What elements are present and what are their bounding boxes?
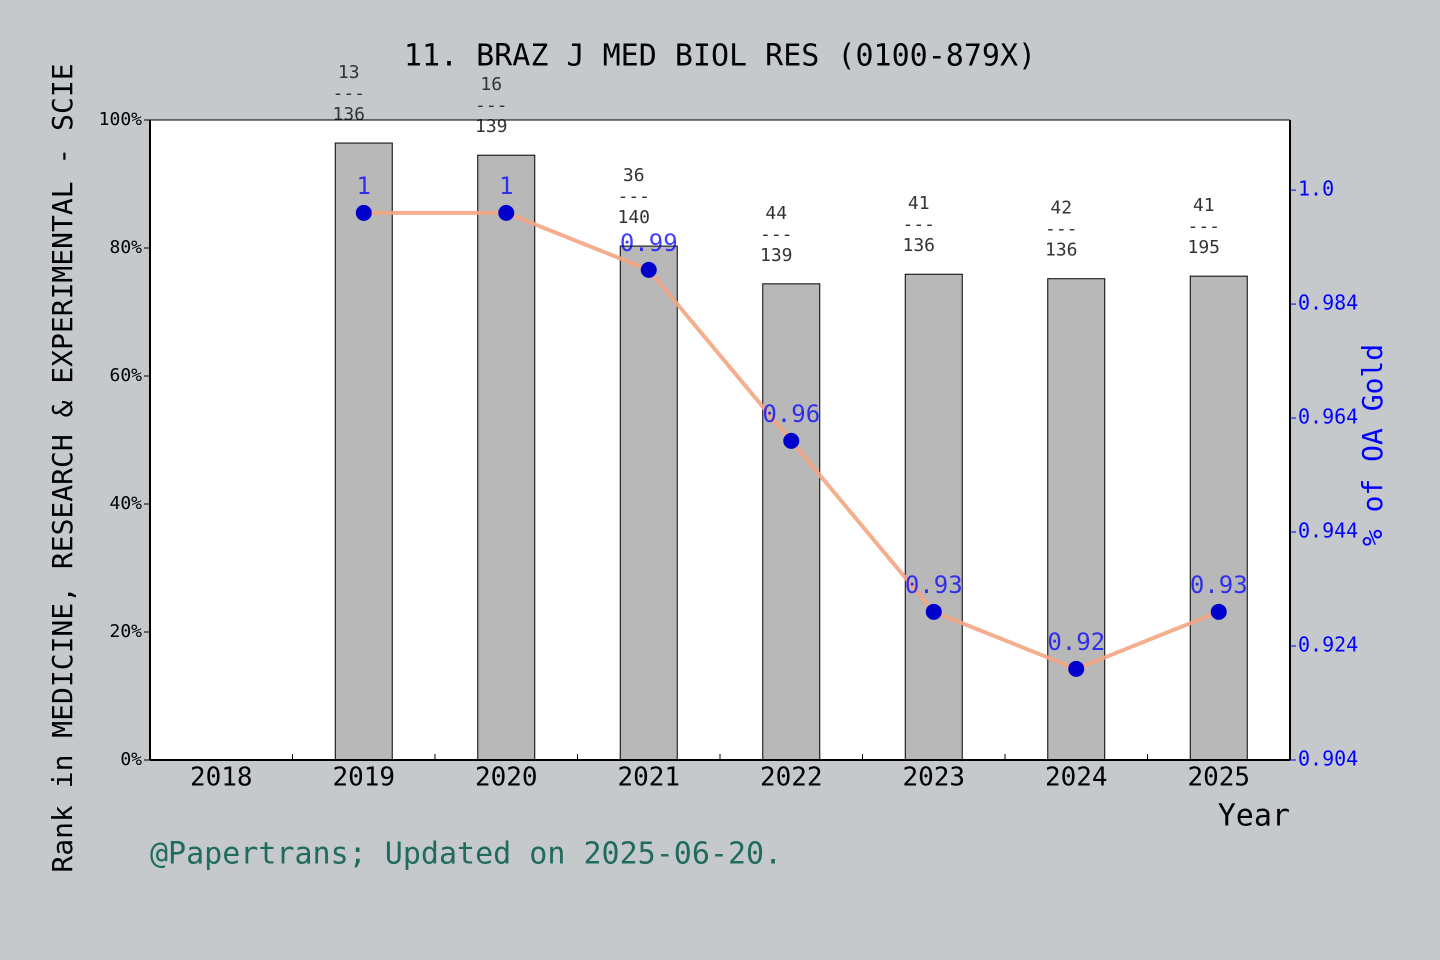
bar-label: 41 (1193, 195, 1215, 216)
y-tick-label: 0% (120, 749, 142, 770)
bar (904, 273, 963, 761)
bar-label: 140 (617, 207, 650, 228)
bar-label: --- (617, 186, 650, 207)
bar (1047, 278, 1106, 761)
bar-label: 13 (338, 62, 360, 83)
footer: @Papertrans; Updated on 2025-06-20. (150, 837, 782, 872)
line-marker (925, 603, 942, 620)
bar (1189, 275, 1248, 761)
y-tick-label: 40% (109, 493, 142, 514)
x-tick-label: 2025 (1187, 763, 1250, 793)
y2-tick-label: 0.964 (1298, 405, 1358, 429)
y-tick-label: 100% (99, 109, 143, 130)
bar-label: --- (1045, 219, 1078, 240)
line-marker (783, 432, 800, 449)
bar-label: 44 (765, 203, 787, 224)
bar (619, 245, 678, 761)
x-tick-label: 2024 (1045, 763, 1108, 793)
line-value-label: 0.92 (1047, 628, 1105, 656)
line-value-label: 0.96 (762, 400, 820, 428)
y2-tick-label: 0.944 (1298, 519, 1358, 543)
line-value-label: 1 (357, 172, 371, 200)
bar-label: --- (1187, 216, 1220, 237)
x-tick-label: 2023 (902, 763, 965, 793)
line-marker (1210, 603, 1227, 620)
bar-label: 42 (1050, 198, 1072, 219)
bar-label: --- (332, 83, 365, 104)
y-tick-label: 80% (109, 237, 142, 258)
bar-label: --- (902, 214, 935, 235)
y-tick-label: 20% (109, 621, 142, 642)
x-tick-label: 2022 (760, 763, 823, 793)
line-value-label: 0.93 (905, 571, 963, 599)
line-marker (1068, 660, 1085, 677)
x-tick-label: 2020 (475, 763, 538, 793)
bar-label: 136 (332, 104, 365, 125)
bar (477, 154, 536, 761)
line-marker (498, 204, 515, 221)
bar-label: 41 (908, 193, 930, 214)
bar-label: 36 (623, 165, 645, 186)
bar (762, 283, 821, 761)
bar (334, 142, 393, 761)
line-value-label: 0.99 (620, 229, 678, 257)
bar-label: --- (475, 95, 508, 116)
x-tick-label: 2018 (190, 763, 253, 793)
line-marker (355, 204, 372, 221)
bar-label: 136 (1045, 240, 1078, 261)
chart-title: 11. BRAZ J MED BIOL RES (0100-879X) (404, 39, 1036, 74)
y2-axis-label: % of OA Gold (1356, 344, 1389, 546)
y2-tick-label: 0.984 (1298, 291, 1358, 315)
y-axis-label: Rank in MEDICINE, RESEARCH & EXPERIMENTA… (46, 63, 79, 872)
bar-label: 16 (480, 74, 502, 95)
bar-label: --- (760, 224, 793, 245)
plot-area (150, 120, 1290, 760)
y-tick-label: 60% (109, 365, 142, 386)
bar-label: 195 (1187, 237, 1220, 258)
y2-tick-label: 0.904 (1298, 747, 1358, 771)
bar-label: 136 (902, 235, 935, 256)
y2-tick-label: 0.924 (1298, 633, 1358, 657)
line-value-label: 0.93 (1190, 571, 1248, 599)
line-value-label: 1 (499, 172, 513, 200)
bar-label: 139 (475, 116, 508, 137)
y2-tick-label: 1.0 (1298, 177, 1334, 201)
bar-label: 139 (760, 245, 793, 266)
x-axis-label: Year (1218, 799, 1290, 834)
line-marker (640, 261, 657, 278)
x-tick-label: 2021 (617, 763, 680, 793)
x-tick-label: 2019 (332, 763, 395, 793)
